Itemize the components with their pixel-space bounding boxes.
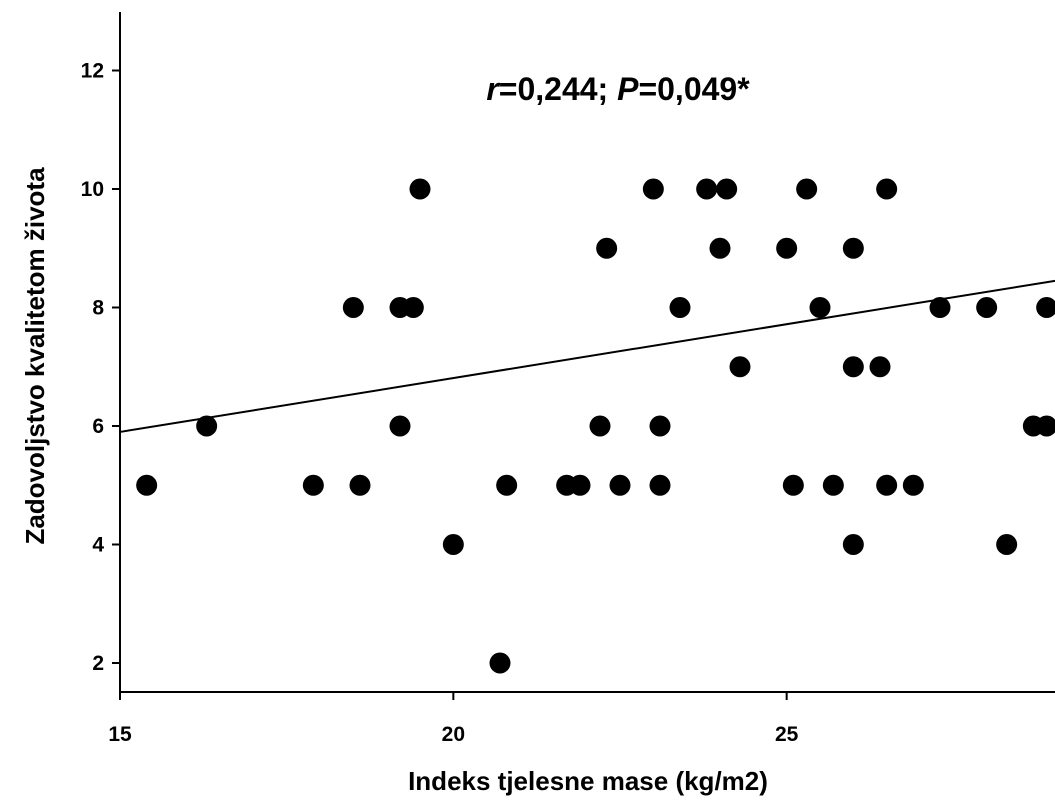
data-point: [642, 178, 664, 200]
data-point: [869, 356, 891, 378]
data-point: [1036, 297, 1055, 318]
r-symbol: r: [486, 71, 500, 107]
data-point: [876, 178, 898, 200]
y-tick-label: 6: [92, 415, 104, 438]
data-point: [842, 356, 864, 378]
data-points: [136, 178, 1055, 674]
data-point: [776, 237, 798, 259]
data-point: [902, 474, 924, 496]
x-ticks: 152025303540: [108, 692, 799, 746]
data-point: [496, 474, 518, 496]
data-point: [569, 474, 591, 496]
data-point: [596, 237, 618, 259]
data-point: [402, 297, 424, 318]
data-point: [409, 178, 431, 200]
y-tick-label: 8: [92, 297, 104, 320]
data-point: [716, 178, 738, 200]
data-point: [842, 534, 864, 555]
data-point: [1036, 415, 1055, 437]
correlation-annotation: r=0,244; P=0,049*: [486, 71, 750, 107]
data-point: [489, 652, 511, 674]
x-axis-title: Indeks tjelesne mase (kg/m2): [408, 766, 768, 796]
x-tick-label: 15: [108, 723, 132, 746]
data-point: [696, 178, 718, 200]
y-tick-label: 4: [92, 534, 104, 557]
data-point: [196, 415, 218, 437]
data-point: [996, 534, 1018, 555]
data-point: [649, 474, 671, 496]
data-point: [669, 297, 691, 318]
data-point: [609, 474, 631, 496]
data-point: [342, 297, 364, 318]
data-point: [302, 474, 324, 496]
p-value: =0,049*: [638, 71, 750, 107]
data-point: [842, 237, 864, 259]
data-point: [929, 297, 951, 318]
data-point: [876, 474, 898, 496]
data-point: [136, 474, 158, 496]
y-tick-label: 10: [81, 178, 104, 201]
data-point: [976, 297, 998, 318]
data-point: [796, 178, 818, 200]
data-point: [709, 237, 731, 259]
y-tick-label: 2: [92, 652, 104, 675]
y-ticks: 2 4 6 8 10 12: [81, 60, 120, 675]
data-point: [649, 415, 671, 437]
data-point: [782, 474, 804, 496]
data-point: [349, 474, 371, 496]
x-tick-label: 25: [775, 723, 799, 746]
data-point: [442, 534, 464, 555]
data-point: [389, 415, 411, 437]
y-tick-label: 12: [81, 60, 104, 83]
r-value: =0,244;: [499, 71, 617, 107]
y-axis-title: Zadovoljstvo kvalitetom života: [20, 167, 50, 545]
data-point: [729, 356, 751, 378]
p-symbol: P: [617, 71, 639, 107]
data-point: [822, 474, 844, 496]
data-point: [809, 297, 831, 318]
regression-line: [119, 279, 1055, 433]
x-tick-label: 20: [442, 723, 465, 746]
data-point: [589, 415, 611, 437]
